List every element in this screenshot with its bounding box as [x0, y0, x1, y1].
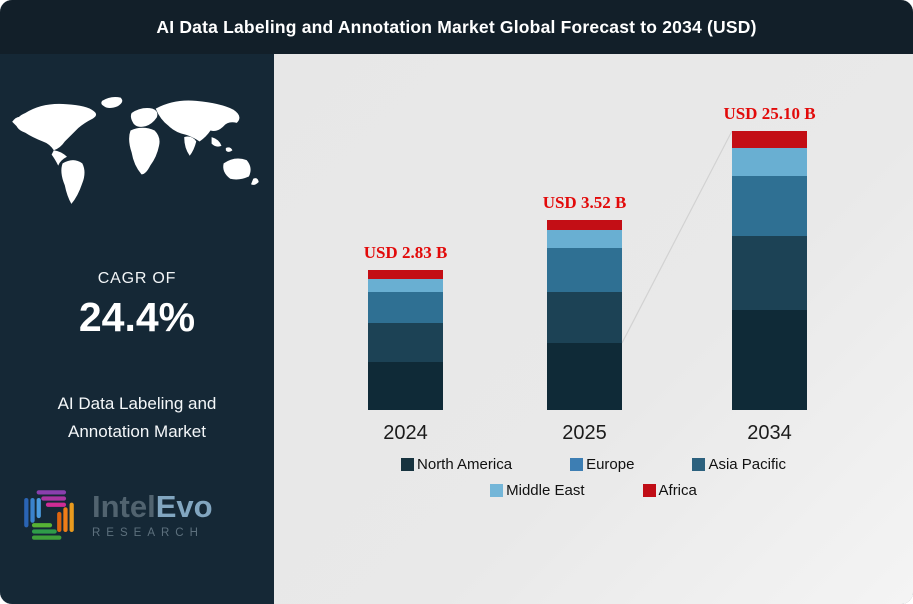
brand-logo-icon [24, 490, 74, 540]
world-map-icon [12, 97, 259, 204]
brand-logo: IntelEvo RESEARCH [18, 484, 213, 546]
stacked-bar-2025 [547, 220, 622, 410]
legend-item-africa: Africa [642, 482, 697, 499]
brand-name-part1: Intel [92, 488, 156, 524]
stacked-bar-2034 [732, 131, 807, 410]
cagr-value: 24.4% [78, 294, 196, 340]
market-name: AI Data Labeling and Annotation Market [0, 390, 274, 446]
bar-segment-africa [368, 270, 443, 279]
page-title: AI Data Labeling and Annotation Market G… [156, 16, 757, 37]
legend-swatch-europe [570, 458, 584, 471]
bar-segment-middle-east [547, 230, 622, 248]
legend-label-asia-pacific: Asia Pacific [708, 456, 786, 473]
legend-label-europe: Europe [586, 456, 635, 473]
legend-label-middle-east: Middle East [506, 482, 585, 499]
bar-segment-asia-pacific [547, 248, 622, 292]
bar-segment-europe [547, 292, 622, 343]
cagr-label: CAGR OF [97, 270, 177, 287]
bar-segment-north-america [732, 310, 807, 410]
legend-swatch-north-america [401, 458, 415, 471]
total-value-label-2024: USD 2.83 B [363, 243, 448, 262]
bar-group-2025: USD 3.52 B [543, 54, 626, 410]
sidebar: CAGR OF 24.4% AI Data Labeling and Annot… [0, 54, 274, 604]
x-axis-label-2034: 2034 [747, 422, 792, 444]
legend-row-1: North America Europe Asia Pacific [401, 456, 786, 473]
legend-swatch-asia-pacific [692, 458, 706, 471]
chart-panel: USD 2.83 B USD 3.52 B USD 25.10 B 2024 2… [274, 54, 913, 604]
bar-segment-europe [368, 323, 443, 362]
bar-segment-north-america [547, 343, 622, 410]
x-axis-label-2024: 2024 [383, 422, 428, 444]
legend-swatch-africa [642, 484, 656, 497]
bar-group-2034: USD 25.10 B [723, 54, 816, 410]
trend-connector-line [621, 130, 733, 344]
bar-segment-africa [732, 131, 807, 148]
brand-name-part2: Evo [155, 488, 213, 524]
x-axis-label-2025: 2025 [562, 422, 607, 444]
chart-legend: North America Europe Asia Pacific Middle E… [274, 456, 913, 499]
bar-segment-middle-east [368, 279, 443, 292]
stacked-bar-2024 [368, 270, 443, 410]
legend-row-2: Middle East Africa [490, 482, 697, 499]
bar-segment-europe [732, 236, 807, 310]
legend-item-asia-pacific: Asia Pacific [692, 456, 786, 473]
bar-group-2024: USD 2.83 B [364, 54, 447, 410]
bar-segment-middle-east [732, 148, 807, 176]
legend-item-europe: Europe [570, 456, 634, 473]
total-value-label-2025: USD 3.52 B [542, 193, 627, 212]
market-name-line2: Annotation Market [68, 422, 206, 442]
legend-label-north-america: North America [417, 456, 513, 473]
legend-swatch-middle-east [490, 484, 504, 497]
market-name-line1: AI Data Labeling and [57, 394, 217, 413]
bar-segment-north-america [368, 362, 443, 410]
brand-name: IntelEvo [92, 488, 213, 524]
bar-segment-asia-pacific [732, 176, 807, 236]
bar-segment-asia-pacific [368, 292, 443, 323]
legend-item-north-america: North America [401, 456, 512, 473]
total-value-label-2034: USD 25.10 B [723, 104, 816, 123]
brand-subtitle: RESEARCH [92, 527, 204, 540]
legend-label-africa: Africa [658, 482, 697, 499]
bar-segment-africa [547, 220, 622, 230]
legend-item-middle-east: Middle East [490, 482, 585, 499]
brand-logo-text: IntelEvo RESEARCH [92, 488, 213, 540]
title-bar: AI Data Labeling and Annotation Market G… [0, 0, 913, 54]
